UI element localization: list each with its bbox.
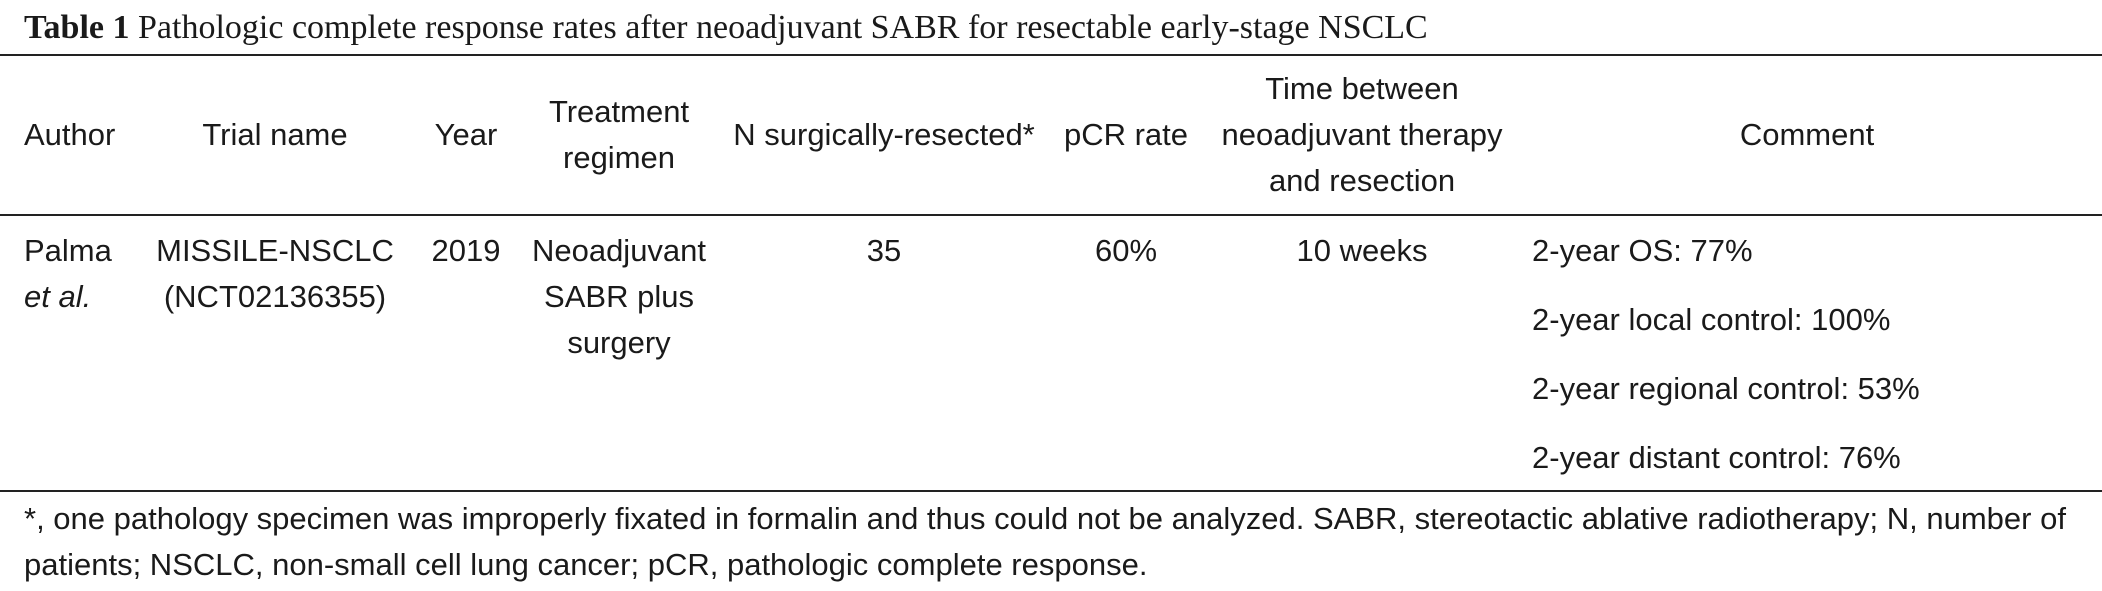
cell-author-name: Palma [24, 233, 112, 268]
cell-trial-name-line: MISSILE-NSCLC [156, 233, 394, 268]
header-treatment-line: regimen [563, 140, 675, 175]
cell-trial-name-line: (NCT02136355) [163, 279, 387, 314]
cell-trial-name: MISSILE-NSCLC (NCT02136355) [144, 228, 406, 320]
comment-line: 2-year local control: 100% [1532, 302, 1891, 337]
table-caption: Table 1 Pathologic complete response rat… [24, 8, 1428, 48]
header-time-between: Time between neoadjuvant therapy and res… [1206, 56, 1518, 214]
comment-line: 2-year regional control: 53% [1532, 371, 1920, 406]
cell-treatment-line: Neoadjuvant [531, 233, 707, 268]
table-caption-title: Pathologic complete response rates after… [138, 9, 1428, 46]
cell-n-resected-value: 35 [866, 233, 902, 268]
header-treatment-line: Treatment [548, 94, 690, 129]
header-pcr-rate: pCR rate [1056, 56, 1196, 214]
header-author: Author [24, 56, 144, 214]
header-pcr-rate-label: pCR rate [1063, 117, 1189, 152]
header-comment: Comment [1532, 56, 2082, 214]
header-trial-name-label: Trial name [202, 117, 348, 152]
cell-pcr-rate: 60% [1056, 228, 1196, 274]
cell-pcr-rate-value: 60% [1094, 233, 1158, 268]
header-treatment: Treatment regimen [516, 56, 722, 214]
header-time-between-line: neoadjuvant therapy [1221, 117, 1503, 152]
comment-line: 2-year OS: 77% [1532, 233, 1753, 268]
cell-treatment: Neoadjuvant SABR plus surgery [516, 228, 722, 366]
header-trial-name: Trial name [144, 56, 406, 214]
comment-line: 2-year distant control: 76% [1532, 440, 1901, 475]
cell-comments: 2-year OS: 77% 2-year local control: 100… [1532, 228, 2082, 504]
table-bottom-rule [0, 490, 2102, 492]
header-n-resected: N surgically-resected* [720, 56, 1048, 214]
header-time-between-line: and resection [1268, 163, 1456, 198]
cell-time-between-value: 10 weeks [1296, 233, 1428, 268]
table-row: Palma et al. MISSILE-NSCLC (NCT02136355)… [0, 228, 2102, 488]
cell-year: 2019 [418, 228, 514, 274]
header-author-label: Author [24, 117, 116, 152]
header-year: Year [418, 56, 514, 214]
cell-time-between: 10 weeks [1206, 228, 1518, 274]
table-footnote: *, one pathology specimen was improperly… [24, 501, 2066, 582]
cell-author: Palma et al. [24, 228, 144, 320]
table-top-rule [0, 54, 2102, 56]
cell-year-value: 2019 [431, 233, 501, 268]
cell-treatment-line: surgery [567, 325, 671, 360]
cell-author-etal: et al. [24, 279, 92, 314]
header-time-between-line: Time between [1265, 71, 1459, 106]
table-caption-label: Table 1 [24, 9, 130, 46]
cell-n-resected: 35 [720, 228, 1048, 274]
header-comment-label: Comment [1739, 117, 1875, 152]
table-header-row: Author Trial name Year Treatment regimen… [0, 56, 2102, 214]
table-header-rule [0, 214, 2102, 216]
cell-treatment-line: SABR plus [544, 279, 694, 314]
header-year-label: Year [434, 117, 498, 152]
header-n-resected-label: N surgically-resected* [733, 117, 1035, 152]
